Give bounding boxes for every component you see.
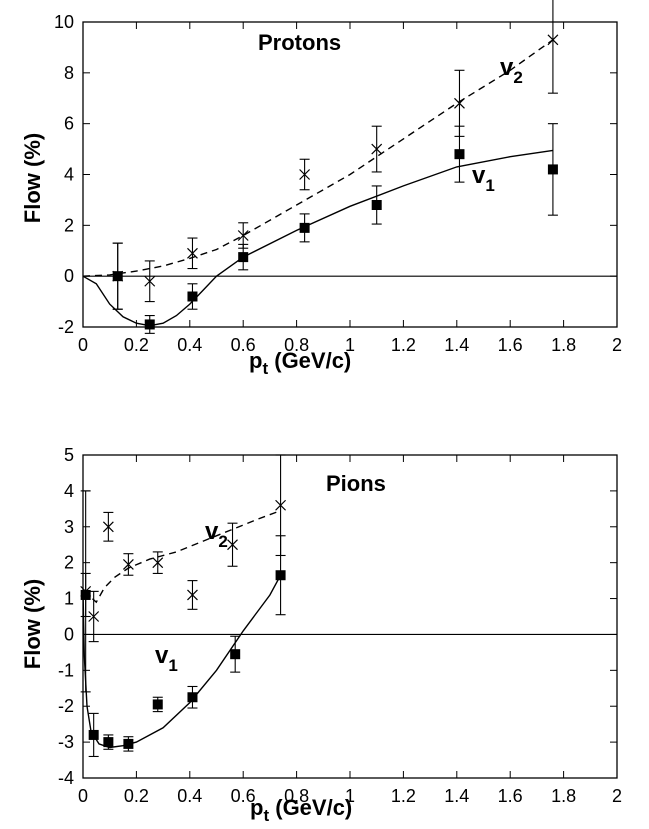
- curve-v1: [82, 574, 282, 749]
- x-tick-label: 2: [612, 786, 622, 806]
- y-tick-label: -4: [58, 768, 74, 788]
- x-tick-label: 1.2: [391, 335, 416, 355]
- y-tick-label: 0: [64, 624, 74, 644]
- x-tick-label: 1: [345, 786, 355, 806]
- x-tick-label: 1.4: [444, 335, 469, 355]
- x-tick-label: 0.8: [284, 786, 309, 806]
- y-axis-title: Flow (%): [20, 579, 45, 669]
- panel-title-protons: Protons: [258, 30, 341, 55]
- y-axis-title: Flow (%): [20, 133, 45, 223]
- x-tick-label: 0.2: [124, 786, 149, 806]
- point-v1: [230, 649, 241, 660]
- point-v2: [454, 97, 465, 109]
- y-tick-label: -1: [58, 660, 74, 680]
- curve-v2: [82, 509, 281, 604]
- point-v1: [152, 699, 163, 710]
- point-v2: [371, 143, 383, 155]
- y-tick-label: 10: [54, 12, 74, 32]
- point-v2: [122, 559, 134, 570]
- x-tick-label: 1: [345, 335, 355, 355]
- x-tick-label: 0.6: [231, 786, 256, 806]
- point-v1: [103, 737, 114, 748]
- point-v2: [102, 521, 114, 533]
- x-tick-label: 0.6: [231, 335, 256, 355]
- y-tick-label: 5: [64, 445, 74, 465]
- x-tick-label: 0.2: [124, 335, 149, 355]
- y-tick-label: 2: [64, 215, 74, 235]
- point-v2: [144, 275, 156, 287]
- y-tick-label: 6: [64, 114, 74, 134]
- point-v1: [454, 149, 465, 160]
- x-tick-label: 0.4: [177, 335, 202, 355]
- point-v2: [299, 169, 311, 180]
- y-tick-label: -2: [58, 696, 74, 716]
- point-v1: [371, 200, 382, 210]
- x-tick-label: 0.4: [177, 786, 202, 806]
- x-tick-label: 0: [78, 335, 88, 355]
- x-tick-label: 2: [612, 335, 622, 355]
- series-label-v1: v1: [155, 642, 178, 675]
- y-tick-label: 4: [64, 165, 74, 185]
- point-v2: [152, 557, 164, 569]
- point-v1: [275, 570, 286, 581]
- point-v1: [299, 222, 310, 233]
- pions-chart: 0 0.2 0.4 0.6 0.8 1 1.2 1.4 1.6 1.8 2 -4 -3 -2 -1 0 1 2 3…: [20, 445, 622, 825]
- y-tick-label: 1: [64, 589, 74, 609]
- series-label-v2: v2: [500, 54, 523, 87]
- curve-v2: [82, 39, 554, 277]
- plot-frame: [82, 454, 618, 779]
- point-v1: [80, 589, 91, 600]
- x-tick-labels: 0 0.2 0.4 0.6 0.8 1 1.2 1.4 1.6 1.8 2: [78, 335, 622, 355]
- y-tick-label: 3: [64, 517, 74, 537]
- point-v1: [238, 252, 249, 263]
- x-axis-title: pt (GeV/c): [249, 348, 351, 378]
- point-v2: [187, 589, 198, 601]
- point-v1: [144, 319, 155, 330]
- point-v2: [227, 539, 238, 551]
- point-v1: [187, 692, 198, 703]
- x-tick-label: 1.8: [551, 335, 576, 355]
- y-tick-label: -3: [58, 732, 74, 752]
- x-tick-label: 1.8: [551, 786, 576, 806]
- x-tick-label: 1.4: [444, 786, 469, 806]
- x-tick-label: 1.6: [498, 335, 523, 355]
- y-tick-label: -2: [58, 317, 74, 337]
- series-label-v1: v1: [472, 162, 495, 195]
- point-v1: [187, 291, 198, 302]
- point-v1: [112, 271, 123, 282]
- x-tick-label: 0.8: [284, 335, 309, 355]
- x-tick-label: 0: [78, 786, 88, 806]
- point-v2: [187, 247, 198, 259]
- x-tick-label: 1.2: [391, 786, 416, 806]
- x-tick-labels: 0 0.2 0.4 0.6 0.8 1 1.2 1.4 1.6 1.8 2: [78, 786, 622, 806]
- point-v1: [547, 164, 558, 175]
- point-v2: [88, 611, 100, 622]
- x-axis-title: pt (GeV/c): [250, 795, 352, 825]
- y-tick-label: 0: [64, 266, 74, 286]
- point-v2: [547, 34, 559, 46]
- point-v1: [123, 738, 134, 749]
- y-tick-label: 2: [64, 553, 74, 573]
- point-v2: [237, 230, 249, 241]
- panel-title-pions: Pions: [326, 471, 386, 496]
- y-tick-label: 4: [64, 481, 74, 501]
- point-v2: [275, 499, 287, 511]
- series-label-v2: v2: [205, 518, 228, 551]
- point-v1: [88, 729, 99, 740]
- x-tick-label: 1.6: [498, 786, 523, 806]
- y-tick-label: 8: [64, 63, 74, 83]
